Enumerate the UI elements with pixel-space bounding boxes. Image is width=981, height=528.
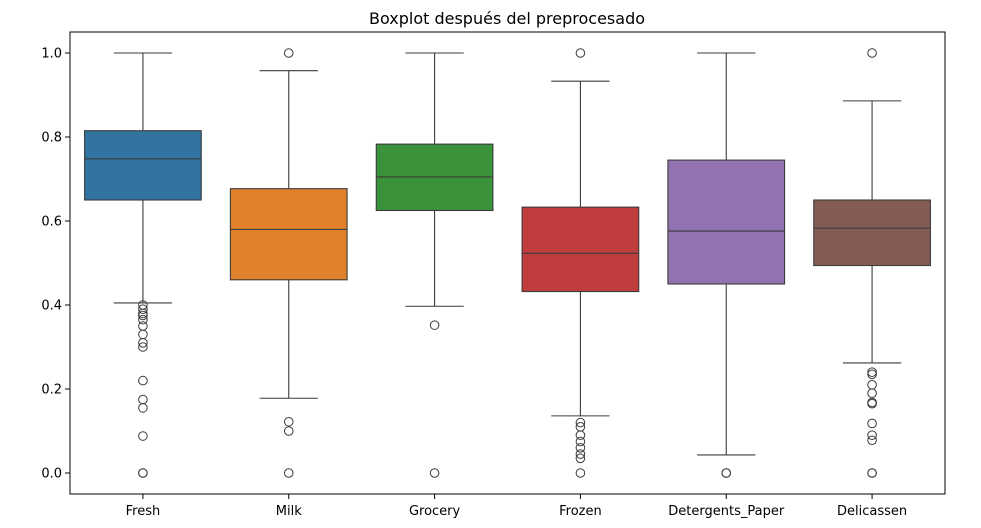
- outlier-point: [138, 321, 148, 331]
- outlier-point: [867, 398, 877, 409]
- outlier-point: [867, 48, 877, 58]
- box-delicassen: [813, 199, 931, 267]
- chart-title: Boxplot después del preprocesado: [369, 9, 645, 28]
- outlier-point: [138, 310, 148, 321]
- plot-area: 0.0 0.2 0.4 0.6 0.8 1.0 Fresh Milk Grocery Frozen…: [41, 47, 931, 519]
- outlier-point: [575, 430, 586, 441]
- outlier-point: [138, 338, 148, 348]
- x-tick-label: Delicassen: [837, 504, 907, 519]
- y-tick-label: 1.0: [41, 47, 62, 62]
- box-fresh: [84, 130, 202, 201]
- y-tick-label: 0.0: [41, 467, 62, 482]
- y-tick-label: 0.2: [41, 383, 62, 398]
- x-tick-label: Fresh: [126, 504, 161, 519]
- box-frozen: [521, 206, 640, 293]
- outlier-point: [575, 443, 586, 453]
- outlier-point: [138, 329, 148, 340]
- outlier-point: [138, 342, 148, 352]
- outlier-point: [283, 426, 294, 436]
- x-tick-label: Frozen: [559, 504, 602, 519]
- outlier-point: [721, 468, 732, 478]
- box-milk: [229, 188, 348, 281]
- outlier-point: [867, 430, 877, 441]
- outlier-point: [867, 435, 877, 446]
- outlier-point: [429, 468, 440, 478]
- outlier-point: [138, 394, 148, 405]
- x-tick-label: Grocery: [409, 504, 461, 519]
- outlier-point: [138, 403, 148, 413]
- outlier-point: [867, 418, 877, 429]
- outlier-point: [575, 468, 586, 478]
- outlier-point: [138, 304, 148, 315]
- outlier-point: [138, 314, 148, 325]
- outlier-point: [867, 380, 877, 390]
- outlier-point: [575, 48, 586, 58]
- outlier-point: [867, 388, 877, 399]
- outlier-point: [283, 468, 294, 478]
- y-tick-label: 0.4: [41, 299, 62, 314]
- y-tick-label: 0.6: [41, 215, 62, 230]
- box-detergents-paper: [667, 159, 786, 285]
- outlier-point: [138, 431, 148, 441]
- x-tick-label: Detergents_Paper: [668, 504, 785, 519]
- plot-frame: [69, 31, 946, 495]
- outlier-point: [283, 48, 294, 58]
- outlier-point: [867, 468, 877, 478]
- outlier-point: [575, 449, 586, 459]
- outlier-point: [429, 320, 440, 330]
- y-tick-label: 0.8: [41, 131, 62, 146]
- outlier-point: [283, 416, 294, 427]
- outlier-point: [867, 367, 877, 378]
- x-tick-label: Milk: [276, 504, 302, 519]
- outlier-point: [575, 453, 586, 464]
- outlier-point: [575, 417, 586, 428]
- outlier-point: [575, 436, 586, 447]
- outlier-point: [138, 468, 148, 478]
- outlier-point: [138, 375, 148, 386]
- outlier-point: [867, 369, 877, 380]
